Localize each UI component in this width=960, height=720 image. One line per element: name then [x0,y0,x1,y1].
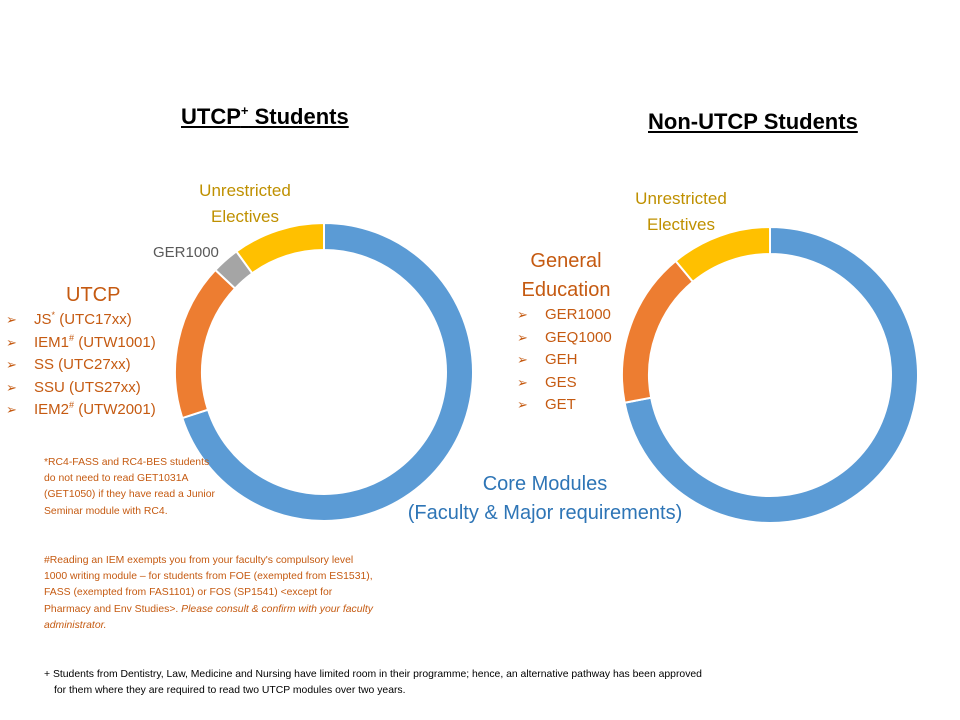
left-chart-title: UTCP+ Students [181,103,349,129]
donut-slice-core-modules [623,225,919,524]
right-unrestricted-electives-label: Unrestricted Electives [635,189,727,234]
arrow-bullet-icon: ➢ [6,402,17,417]
general-education-heading: General Education [521,250,611,301]
arrow-bullet-icon: ➢ [517,329,528,345]
arrow-bullet-icon: ➢ [6,357,17,372]
donut-slice-unrestricted-electives [674,225,771,284]
donut-chart-non-utcp [621,225,919,524]
iem-exemption-note: #Reading an IEM exempts you from your fa… [44,555,373,631]
left-unrestricted-electives-label: Unrestricted Electives [199,181,291,226]
utcp-module-list: ➢ JS* (UTC17xx) ➢ IEM1# (UTW1001) ➢ SS (UTC27… [6,309,156,422]
arrow-bullet-icon: ➢ [517,352,528,367]
arrow-bullet-icon: ➢ [6,334,17,350]
utcp-module-item: ➢ SS (UTC27xx) [6,354,156,377]
arrow-bullet-icon: ➢ [517,307,528,322]
utcp-module-item: ➢ IEM1# (UTW1001) [6,332,156,355]
ge-module-item: ➢ GEQ1000 [517,327,612,350]
utcp-module-item: ➢ SSU (UTS27xx) [6,377,156,400]
utcp-module-item: ➢ JS* (UTC17xx) [6,309,156,332]
core-modules-label: Core Modules (Faculty & Major requiremen… [407,473,683,524]
donut-slice-utcp [174,268,237,420]
utcp-heading: UTCP [66,284,121,306]
donut-slice-unrestricted-electives [235,221,325,275]
arrow-bullet-icon: ➢ [517,374,528,390]
right-chart-title: Non-UTCP Students [648,109,858,134]
ge-module-item: ➢ GEH [517,349,612,372]
left-ger1000-label: GER1000 [153,244,219,261]
footnote-alternative-pathway: + Students from Dentistry, Law, Medicine… [44,669,702,696]
arrow-bullet-icon: ➢ [6,312,17,327]
donut-chart-utcp [174,221,474,522]
ge-module-item: ➢ GES [517,372,612,395]
arrow-bullet-icon: ➢ [6,379,17,395]
ge-module-item: ➢ GET [517,394,612,417]
general-education-list: ➢ GER1000 ➢ GEQ1000 ➢ GEH ➢ GES ➢ GET [517,304,612,417]
donut-slice-general-education [621,259,695,404]
ge-module-item: ➢ GER1000 [517,304,612,327]
donut-slice-core-modules [181,221,474,522]
arrow-bullet-icon: ➢ [517,397,528,412]
utcp-module-item: ➢ IEM2# (UTW2001) [6,399,156,422]
rc4-exemption-note: *RC4-FASS and RC4-BES students do not ne… [44,457,215,517]
